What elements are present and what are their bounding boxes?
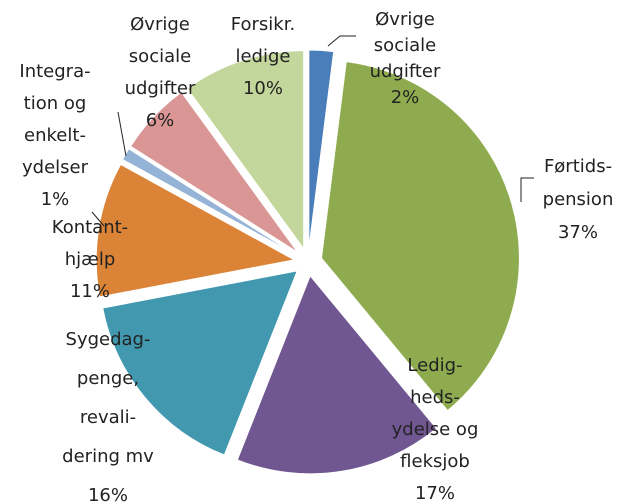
label-line: sociale — [374, 35, 436, 56]
label-line: Ledig- — [407, 355, 462, 376]
label-line: Forsikr. — [231, 14, 295, 35]
value-label: 37% — [558, 222, 598, 243]
label-line: enkelt- — [24, 125, 86, 146]
label-line: pension — [543, 189, 614, 210]
value-label: 10% — [243, 78, 283, 99]
pie-slice — [186, 50, 305, 251]
label-line: fleksjob — [400, 451, 470, 472]
value-label: 2% — [391, 87, 420, 108]
leader-line — [117, 111, 127, 157]
label-line: Øvrige — [375, 9, 435, 30]
pie-slice — [129, 91, 299, 253]
label-line: hjælp — [65, 249, 116, 270]
label-line: udgifter — [125, 78, 196, 99]
pie-slice — [102, 270, 299, 456]
label-line: ydelse og — [392, 419, 479, 440]
pie-slice — [320, 61, 520, 412]
label-line: Integra- — [19, 61, 90, 82]
slice-label: Integra-tion og enkelt-ydelser 1% — [19, 61, 90, 210]
value-label: 17% — [415, 483, 455, 504]
slice-label: Ledig-heds-ydelse og fleksjob 17% — [392, 355, 479, 504]
label-line: dering mv — [62, 446, 154, 467]
slice-label: Sygedag-penge, revali-dering mv 16% — [62, 329, 154, 504]
slice-label: Øvrige sociale udgifter 6% — [125, 14, 196, 131]
slice-label: Forsikr. ledige 10% — [231, 14, 295, 99]
label-line: Sygedag- — [66, 329, 151, 350]
pie-slice — [308, 49, 335, 249]
leader-line — [520, 177, 534, 202]
slice-label: Øvrige sociale udgifter 2% — [370, 9, 441, 108]
value-label: 16% — [88, 485, 128, 504]
pie-slice — [236, 274, 438, 475]
label-line: penge, — [77, 368, 139, 389]
label-line: ledige — [235, 46, 290, 67]
label-line: revali- — [80, 407, 136, 428]
slice-label: Kontant-hjælp 11% — [52, 217, 128, 302]
pie-slice — [95, 163, 296, 298]
label-line: ydelser — [22, 157, 89, 178]
label-line: tion og — [24, 93, 87, 114]
label-line: Førtids- — [544, 156, 612, 177]
slice-label: Førtids-pension 37% — [543, 156, 614, 243]
leader-line — [91, 211, 105, 227]
leader-line — [327, 35, 356, 47]
value-label: 6% — [146, 110, 175, 131]
label-line: udgifter — [370, 61, 441, 82]
value-label: 1% — [41, 189, 70, 210]
label-line: heds- — [410, 387, 460, 408]
value-label: 11% — [70, 281, 110, 302]
label-line: Kontant- — [52, 217, 128, 238]
label-line: sociale — [129, 46, 191, 67]
label-line: Øvrige — [130, 14, 190, 35]
